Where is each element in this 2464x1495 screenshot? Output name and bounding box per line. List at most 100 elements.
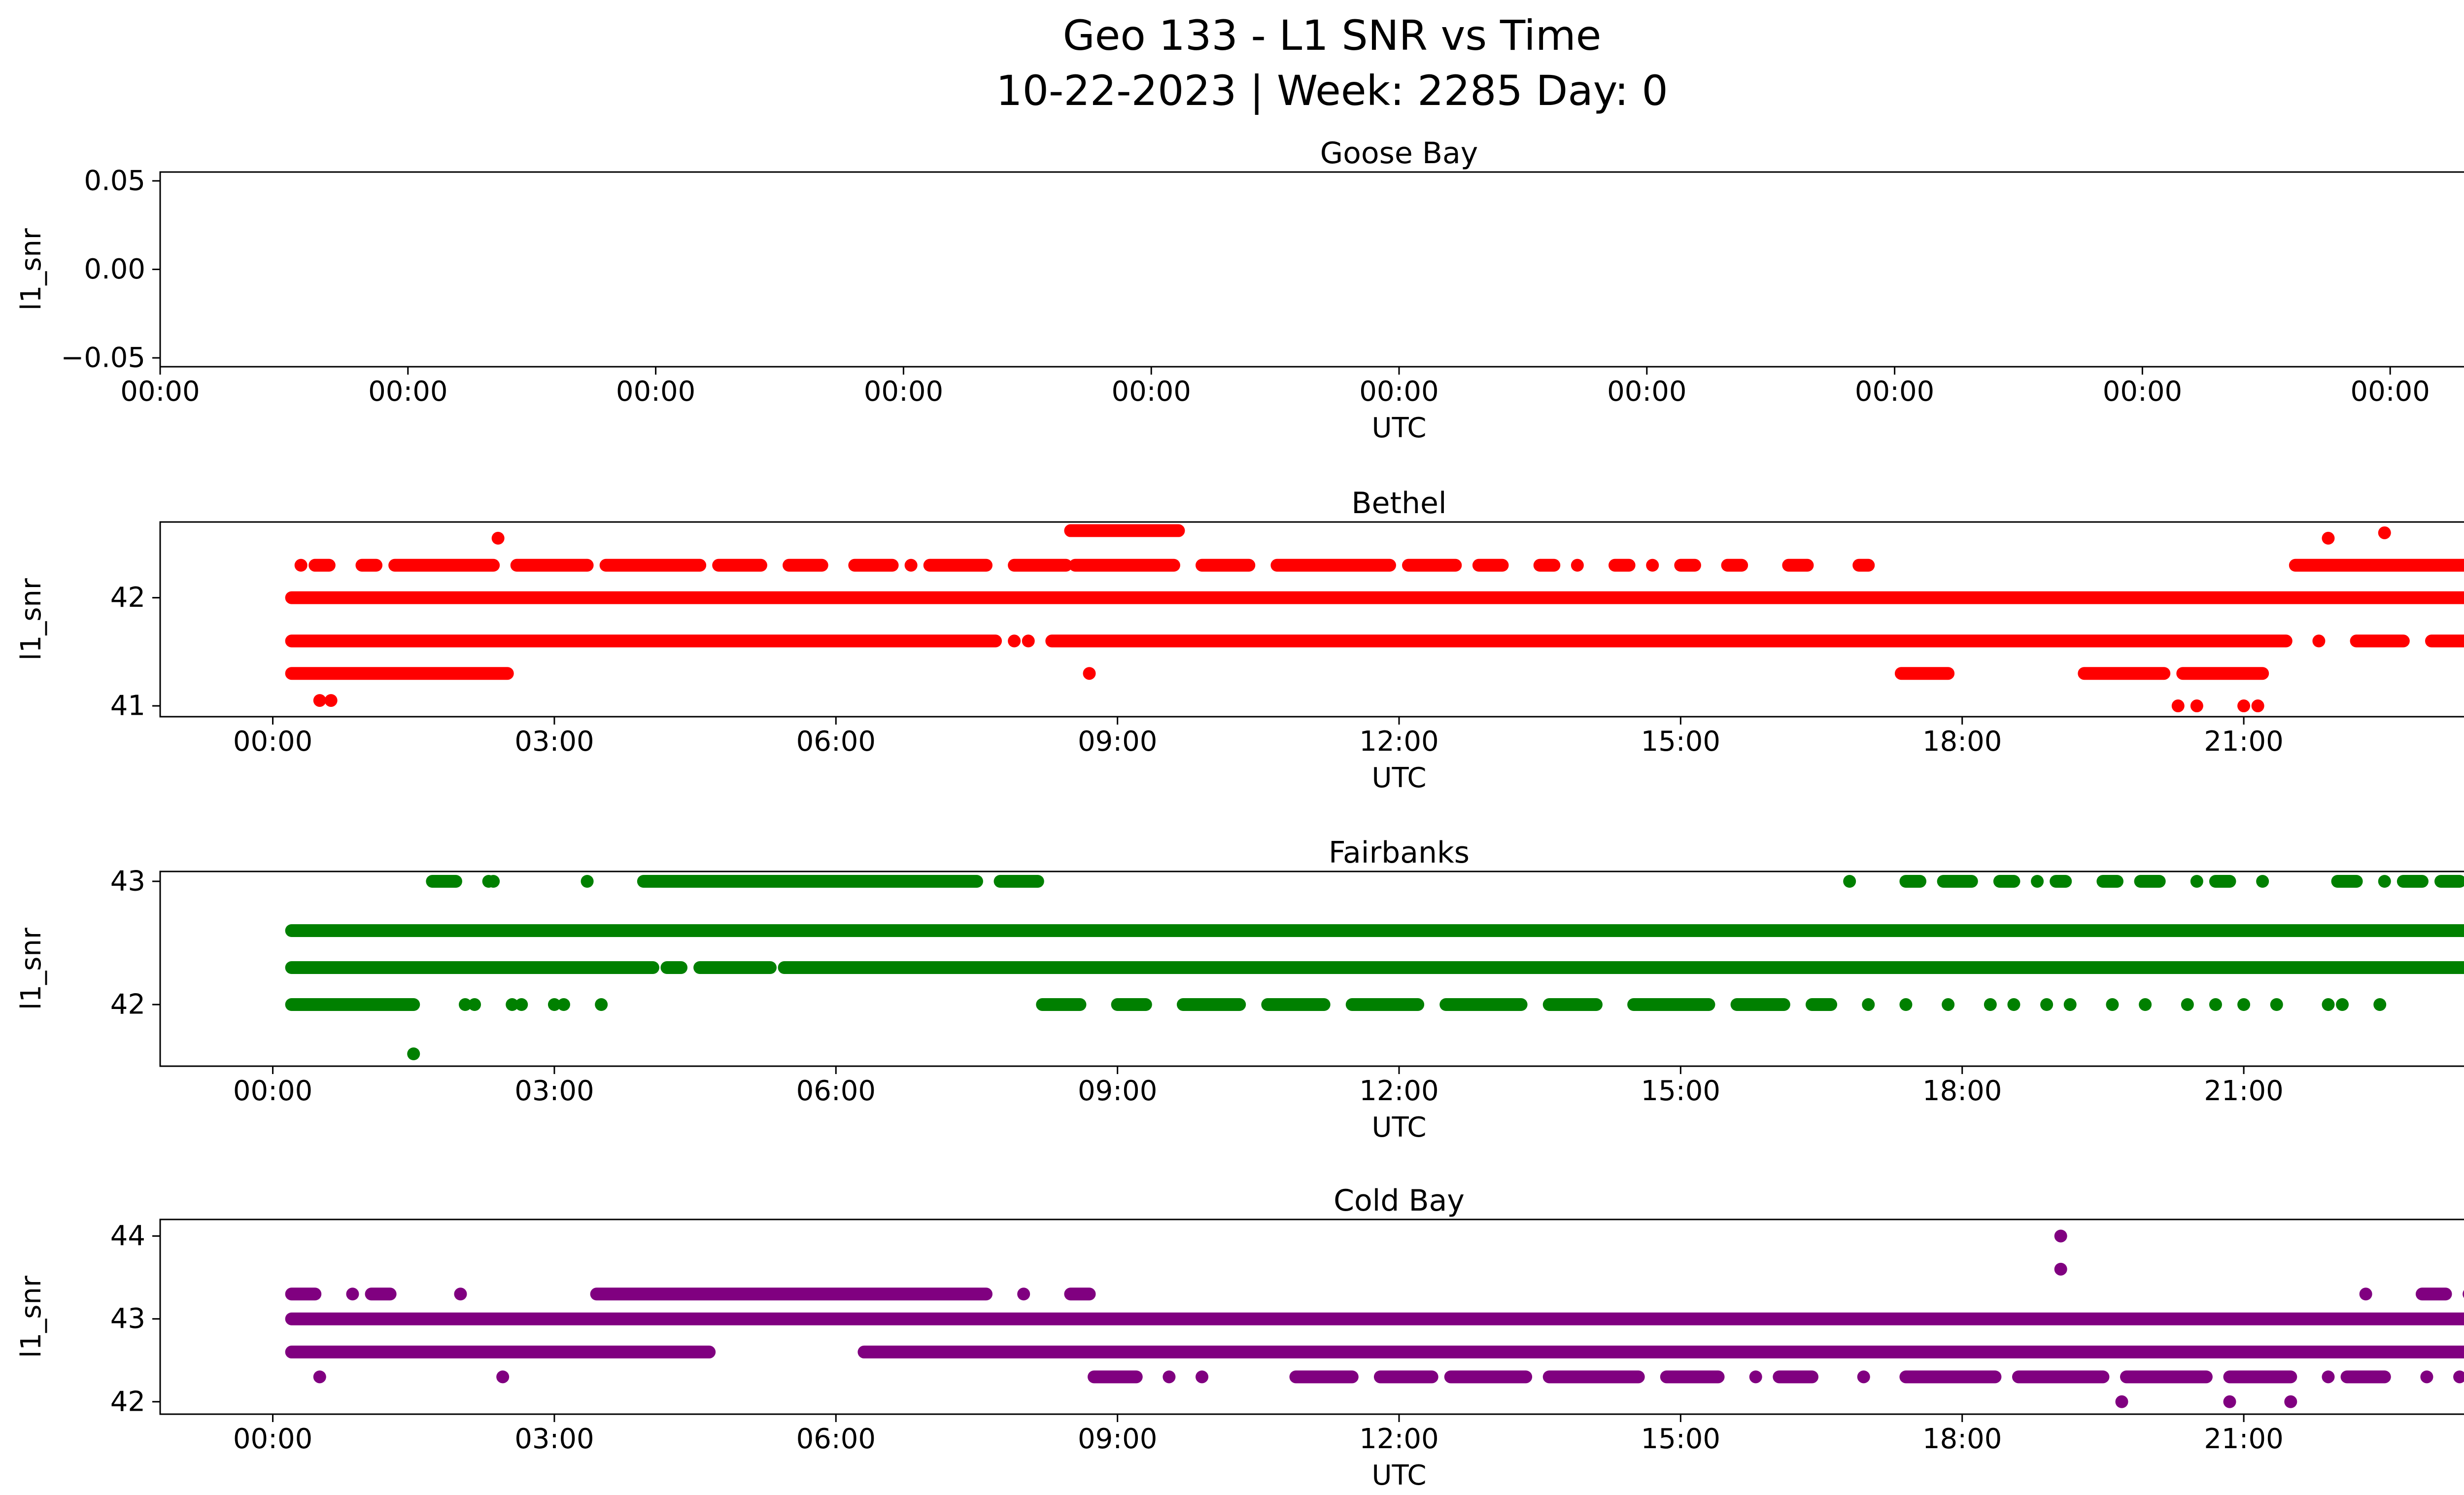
data-point — [2139, 998, 2152, 1011]
x-tick-label: 00:00 — [120, 376, 200, 408]
data-point — [2322, 1370, 2335, 1384]
data-point — [2378, 875, 2391, 888]
data-point — [324, 694, 338, 707]
scatter-series-fairbanks — [285, 875, 2464, 1060]
y-tick-label: 44 — [110, 1220, 145, 1252]
data-point — [1862, 998, 1875, 1011]
data-point — [2237, 998, 2251, 1011]
data-point — [2181, 998, 2194, 1011]
x-tick-label: 09:00 — [1078, 1423, 1157, 1455]
x-axis-label: UTC — [1371, 762, 1426, 794]
x-tick-label: 00:00 — [1607, 376, 1686, 408]
scatter-series-bethel — [285, 524, 2464, 713]
x-tick-label: 03:00 — [514, 1075, 594, 1107]
subplot-goose-bay: Goose Bay 00:00 00:00 00:00 00:00 00:00 00:00 0… — [15, 136, 2464, 444]
x-tick-label: 00:00 — [233, 726, 312, 758]
x-tick-label: 15:00 — [1641, 1075, 1720, 1107]
data-point — [904, 558, 918, 572]
scatter-series-cold-bay — [285, 1229, 2464, 1408]
data-point — [2284, 1395, 2297, 1408]
axes-frame — [159, 521, 2464, 718]
x-tick-label: 00:00 — [233, 1423, 312, 1455]
x-axis-label: UTC — [1371, 1460, 1426, 1492]
data-point — [1857, 1370, 1870, 1384]
x-axis-label: UTC — [1371, 412, 1426, 444]
subplot-title: Bethel — [1351, 486, 1446, 521]
data-point — [2420, 1370, 2433, 1384]
y-tick-label: 43 — [110, 1303, 145, 1335]
y-tick-label: 43 — [110, 866, 145, 898]
data-point — [1083, 667, 1096, 680]
y-tick-label: 42 — [110, 1386, 145, 1418]
data-point — [2054, 1262, 2067, 1276]
data-point — [1017, 1287, 1030, 1301]
subplot-title: Fairbanks — [1329, 835, 1470, 870]
subplot-title: Cold Bay — [1334, 1183, 1465, 1218]
data-point — [2209, 998, 2222, 1011]
x-tick-label: 00:00 — [1359, 376, 1438, 408]
x-tick-label: 06:00 — [796, 1423, 876, 1455]
y-axis-label: l1_snr — [15, 927, 47, 1010]
x-tick-label: 15:00 — [1641, 726, 1720, 758]
data-point — [313, 1370, 326, 1384]
y-tick-label: 0.00 — [84, 253, 145, 285]
x-tick-label: 00:00 — [2351, 376, 2430, 408]
data-point — [548, 998, 561, 1011]
data-point — [1843, 875, 1856, 888]
data-point — [468, 998, 481, 1011]
x-tick-label: 00:00 — [2103, 376, 2182, 408]
data-point — [346, 1287, 359, 1301]
figure-title-line2: 10-22-2023 | Week: 2285 Day: 0 — [996, 67, 1668, 115]
x-tick-label: 00:00 — [233, 1075, 312, 1107]
data-point — [2054, 1229, 2067, 1243]
subplot-fairbanks: Fairbanks 00:00 03:00 06:00 09:00 12:00 15:00 1… — [15, 835, 2464, 1144]
figure-title: Geo 133 - L1 SNR vs Time 10-22-2023 | We… — [0, 8, 2464, 118]
data-point — [2063, 998, 2077, 1011]
data-point — [454, 1287, 467, 1301]
data-point — [2378, 526, 2391, 539]
x-tick-label: 00:00 — [368, 376, 447, 408]
y-tick-label: 41 — [110, 690, 145, 722]
data-point — [2223, 1395, 2236, 1408]
data-point — [1942, 998, 1955, 1011]
data-point — [1899, 998, 1913, 1011]
x-tick-label: 12:00 — [1359, 1423, 1438, 1455]
data-point — [1022, 634, 1035, 648]
x-tick-label: 06:00 — [796, 1075, 876, 1107]
data-point — [506, 998, 519, 1011]
data-point — [1984, 998, 1997, 1011]
data-point — [407, 1047, 420, 1060]
y-tick-label: 42 — [110, 582, 145, 614]
data-point — [2115, 1395, 2128, 1408]
y-tick-label: 42 — [110, 989, 145, 1021]
data-point — [1571, 558, 1584, 572]
data-point — [2190, 875, 2203, 888]
data-point — [2007, 998, 2020, 1011]
data-point — [595, 998, 608, 1011]
y-tick-label: −0.05 — [61, 342, 145, 374]
data-point — [1163, 1370, 1176, 1384]
subplot-cold-bay: Cold Bay 00:00 03:00 06:00 09:00 12:00 15:00 18… — [15, 1183, 2464, 1492]
data-point — [2171, 699, 2185, 713]
x-tick-label: 12:00 — [1359, 726, 1438, 758]
x-tick-label: 00:00 — [864, 376, 943, 408]
data-point — [2336, 998, 2349, 1011]
x-tick-label: 18:00 — [1922, 1423, 2002, 1455]
x-tick-label: 21:00 — [2204, 1075, 2283, 1107]
data-point — [1646, 558, 1659, 572]
subplot-bethel: Bethel 00:00 03:00 06:00 09:00 12:00 15:00 18:0… — [15, 486, 2464, 794]
x-tick-label: 12:00 — [1359, 1075, 1438, 1107]
data-point — [2312, 634, 2326, 648]
x-tick-label: 00:00 — [616, 376, 695, 408]
data-point — [2190, 699, 2203, 713]
y-axis-label: l1_snr — [15, 1275, 47, 1358]
data-point — [294, 558, 308, 572]
data-point — [487, 875, 500, 888]
x-tick-label: 21:00 — [2204, 726, 2283, 758]
x-tick-label: 03:00 — [514, 1423, 594, 1455]
data-point — [496, 1370, 510, 1384]
data-point — [458, 998, 472, 1011]
data-point — [491, 531, 505, 545]
